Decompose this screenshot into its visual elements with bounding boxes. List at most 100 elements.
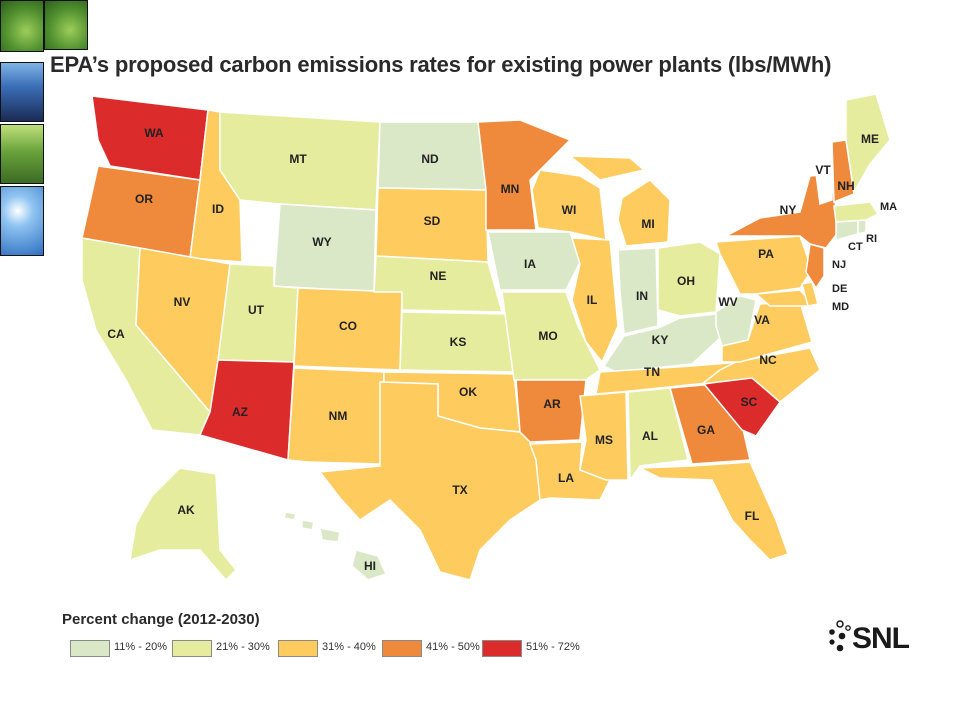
label-co: CO xyxy=(339,319,357,333)
state-pa xyxy=(714,235,813,295)
label-md: MD xyxy=(832,301,849,313)
state-ms xyxy=(579,391,629,481)
state-nj xyxy=(805,243,825,290)
label-ma: MA xyxy=(880,201,897,213)
legend-label: 41% - 50% xyxy=(426,641,480,653)
sky-photo xyxy=(0,186,44,256)
label-sd: SD xyxy=(424,214,441,228)
state-ma xyxy=(833,201,880,223)
label-de: DE xyxy=(832,283,847,295)
state-va xyxy=(721,301,813,363)
state-la xyxy=(528,441,612,501)
state-ak xyxy=(129,467,238,582)
label-az: AZ xyxy=(232,405,248,419)
label-wy: WY xyxy=(312,235,331,249)
solar-panel-photo xyxy=(0,62,44,122)
label-il: IL xyxy=(587,293,598,307)
legend-swatch xyxy=(172,640,212,657)
legend-swatch xyxy=(70,640,110,657)
state-wa xyxy=(91,95,209,181)
state-al xyxy=(627,387,689,483)
legend-swatch xyxy=(482,640,522,657)
legend-label: 51% - 72% xyxy=(526,641,580,653)
label-vt: VT xyxy=(815,163,831,177)
legend-label: 31% - 40% xyxy=(322,641,376,653)
state-il xyxy=(570,237,619,364)
label-wi: WI xyxy=(562,203,577,217)
label-nv: NV xyxy=(174,295,191,309)
state-me xyxy=(845,93,891,195)
label-al: AL xyxy=(642,429,658,443)
label-ak: AK xyxy=(177,503,195,517)
state-in xyxy=(617,247,659,335)
label-nj: NJ xyxy=(832,259,846,271)
snl-logo-text: SNL xyxy=(852,622,910,655)
label-mn: MN xyxy=(501,182,520,196)
label-tx: TX xyxy=(452,483,467,497)
state-tx xyxy=(318,381,541,581)
label-ia: IA xyxy=(524,257,536,271)
label-oh: OH xyxy=(677,274,695,288)
state-ia xyxy=(487,231,581,291)
state-md xyxy=(754,289,816,307)
label-fl: FL xyxy=(745,509,760,523)
label-mo: MO xyxy=(538,329,557,343)
label-ar: AR xyxy=(543,397,561,411)
label-nd: ND xyxy=(421,152,439,166)
state-nc xyxy=(699,347,821,403)
label-ny: NY xyxy=(780,203,797,217)
label-ca: CA xyxy=(107,327,125,341)
state-az xyxy=(198,359,295,461)
label-id: ID xyxy=(212,202,224,216)
leaf-photo xyxy=(0,0,44,52)
state-ar xyxy=(515,379,587,443)
us-map: WA OR CA ID NV MT WY UT AZ CO NM ND SD N… xyxy=(81,93,897,582)
legend-title: Percent change (2012-2030) xyxy=(62,611,260,628)
state-mn xyxy=(477,119,572,231)
label-ri: RI xyxy=(866,233,877,245)
label-mi: MI xyxy=(641,217,654,231)
state-nh xyxy=(831,139,855,204)
state-ct xyxy=(835,219,859,241)
label-mt: MT xyxy=(289,152,307,166)
label-ok: OK xyxy=(459,385,477,399)
state-mi xyxy=(567,155,671,247)
legend-swatch xyxy=(278,640,318,657)
state-ne xyxy=(373,255,503,313)
label-me: ME xyxy=(861,132,879,146)
label-ct: CT xyxy=(848,241,863,253)
state-hi xyxy=(283,511,388,581)
leaf-photo-corner xyxy=(44,0,88,50)
legend-swatch xyxy=(382,640,422,657)
label-sc: SC xyxy=(741,395,758,409)
state-de xyxy=(801,281,819,307)
legend-label: 21% - 30% xyxy=(216,641,270,653)
label-ks: KS xyxy=(450,335,467,349)
label-ky: KY xyxy=(652,333,669,347)
label-nc: NC xyxy=(759,353,777,367)
state-nm xyxy=(287,367,385,465)
label-la: LA xyxy=(558,471,574,485)
label-pa: PA xyxy=(758,247,774,261)
label-tn: TN xyxy=(644,365,660,379)
snl-logo: SNL xyxy=(826,618,916,658)
label-wa: WA xyxy=(144,126,164,140)
label-wv: WV xyxy=(718,295,737,309)
snl-logo-dots-icon xyxy=(829,620,851,652)
label-nh: NH xyxy=(837,179,854,193)
state-vt xyxy=(813,155,833,205)
state-mo xyxy=(501,291,601,381)
legend-label: 11% - 20% xyxy=(114,641,167,653)
label-hi: HI xyxy=(364,559,376,573)
state-ri xyxy=(857,219,867,235)
label-ut: UT xyxy=(248,303,265,317)
label-ms: MS xyxy=(595,433,613,447)
label-ga: GA xyxy=(697,423,715,437)
state-fl xyxy=(639,461,789,561)
label-in: IN xyxy=(636,289,648,303)
state-wi xyxy=(531,169,607,241)
label-nm: NM xyxy=(329,409,348,423)
label-va: VA xyxy=(754,313,770,327)
label-or: OR xyxy=(135,192,153,206)
map-title: EPA’s proposed carbon emissions rates fo… xyxy=(50,52,832,77)
